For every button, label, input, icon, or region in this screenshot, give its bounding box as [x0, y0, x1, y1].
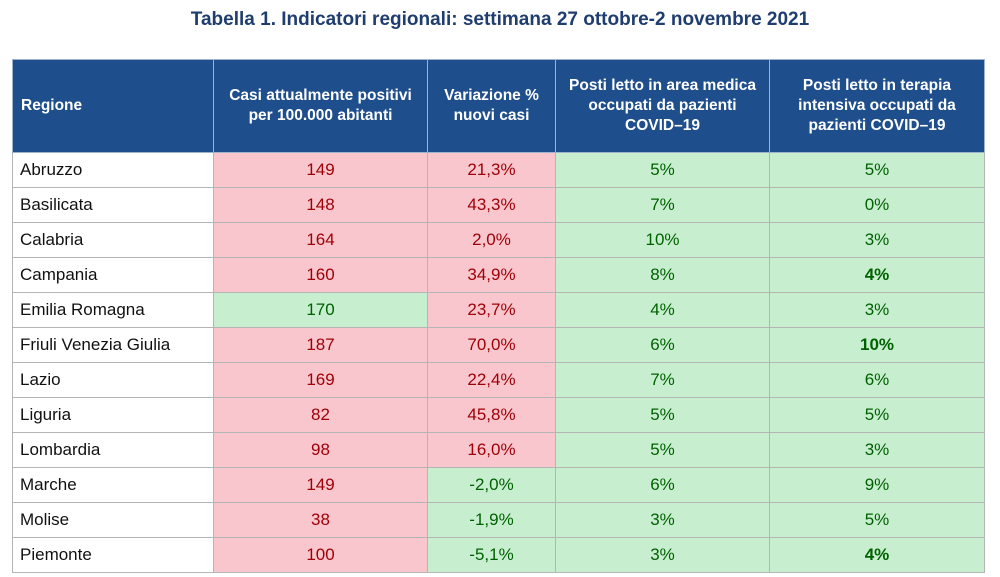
cell-area-medica: 4%: [555, 292, 770, 328]
cell-terapia-intensiva: 5%: [769, 502, 985, 538]
cell-variazione: 22,4%: [427, 362, 556, 398]
cell-terapia-intensiva: 3%: [769, 432, 985, 468]
header-terapia-intensiva: Posti letto in terapia intensiva occupat…: [769, 59, 985, 153]
cell-area-medica: 7%: [555, 362, 770, 398]
cell-area-medica: 5%: [555, 152, 770, 188]
cell-casi: 149: [213, 152, 428, 188]
cell-regione: Marche: [12, 467, 214, 503]
cell-variazione: -1,9%: [427, 502, 556, 538]
cell-casi: 149: [213, 467, 428, 503]
cell-regione: Liguria: [12, 397, 214, 433]
regional-indicators-table: Regione Casi attualmente positivi per 10…: [12, 59, 985, 573]
table-row: Molise 38 -1,9% 3% 5%: [12, 502, 985, 538]
table-row: Calabria 164 2,0% 10% 3%: [12, 222, 985, 258]
cell-regione: Emilia Romagna: [12, 292, 214, 328]
cell-variazione: 16,0%: [427, 432, 556, 468]
cell-regione: Abruzzo: [12, 152, 214, 188]
cell-terapia-intensiva: 0%: [769, 187, 985, 223]
table-row: Lazio 169 22,4% 7% 6%: [12, 362, 985, 398]
cell-regione: Molise: [12, 502, 214, 538]
cell-area-medica: 3%: [555, 502, 770, 538]
table-row: Campania 160 34,9% 8% 4%: [12, 257, 985, 293]
cell-casi: 160: [213, 257, 428, 293]
cell-terapia-intensiva: 6%: [769, 362, 985, 398]
cell-variazione: 23,7%: [427, 292, 556, 328]
header-regione: Regione: [12, 59, 214, 153]
cell-terapia-intensiva: 3%: [769, 222, 985, 258]
cell-variazione: 70,0%: [427, 327, 556, 363]
cell-terapia-intensiva: 5%: [769, 397, 985, 433]
table-title: Tabella 1. Indicatori regionali: settima…: [190, 9, 810, 30]
cell-area-medica: 3%: [555, 537, 770, 573]
cell-terapia-intensiva: 4%: [769, 257, 985, 293]
cell-terapia-intensiva: 10%: [769, 327, 985, 363]
table-row: Basilicata 148 43,3% 7% 0%: [12, 187, 985, 223]
cell-area-medica: 6%: [555, 467, 770, 503]
cell-variazione: 45,8%: [427, 397, 556, 433]
table-row: Lombardia 98 16,0% 5% 3%: [12, 432, 985, 468]
cell-casi: 169: [213, 362, 428, 398]
table-row: Liguria 82 45,8% 5% 5%: [12, 397, 985, 433]
table-row: Marche 149 -2,0% 6% 9%: [12, 467, 985, 503]
cell-area-medica: 8%: [555, 257, 770, 293]
table-row: Piemonte 100 -5,1% 3% 4%: [12, 537, 985, 573]
table-row: Abruzzo 149 21,3% 5% 5%: [12, 152, 985, 188]
cell-regione: Campania: [12, 257, 214, 293]
cell-area-medica: 5%: [555, 432, 770, 468]
header-row: Regione Casi attualmente positivi per 10…: [12, 59, 985, 153]
cell-regione: Lazio: [12, 362, 214, 398]
cell-regione: Lombardia: [12, 432, 214, 468]
cell-regione: Basilicata: [12, 187, 214, 223]
cell-casi: 170: [213, 292, 428, 328]
cell-casi: 148: [213, 187, 428, 223]
cell-regione: Piemonte: [12, 537, 214, 573]
cell-variazione: 43,3%: [427, 187, 556, 223]
cell-area-medica: 7%: [555, 187, 770, 223]
cell-variazione: 21,3%: [427, 152, 556, 188]
cell-variazione: 34,9%: [427, 257, 556, 293]
cell-variazione: 2,0%: [427, 222, 556, 258]
header-variazione: Variazione % nuovi casi: [427, 59, 556, 153]
table-body: Abruzzo 149 21,3% 5% 5% Basilicata 148 4…: [12, 152, 985, 573]
cell-casi: 38: [213, 502, 428, 538]
cell-terapia-intensiva: 3%: [769, 292, 985, 328]
cell-casi: 98: [213, 432, 428, 468]
cell-casi: 187: [213, 327, 428, 363]
header-casi-positivi: Casi attualmente positivi per 100.000 ab…: [213, 59, 428, 153]
cell-casi: 100: [213, 537, 428, 573]
cell-terapia-intensiva: 9%: [769, 467, 985, 503]
table-header: Regione Casi attualmente positivi per 10…: [12, 59, 985, 153]
cell-area-medica: 5%: [555, 397, 770, 433]
cell-area-medica: 10%: [555, 222, 770, 258]
table-row: Friuli Venezia Giulia 187 70,0% 6% 10%: [12, 327, 985, 363]
table-row: Emilia Romagna 170 23,7% 4% 3%: [12, 292, 985, 328]
cell-regione: Friuli Venezia Giulia: [12, 327, 214, 363]
cell-area-medica: 6%: [555, 327, 770, 363]
header-area-medica: Posti letto in area medica occupati da p…: [555, 59, 770, 153]
cell-casi: 164: [213, 222, 428, 258]
cell-regione: Calabria: [12, 222, 214, 258]
cell-terapia-intensiva: 5%: [769, 152, 985, 188]
cell-terapia-intensiva: 4%: [769, 537, 985, 573]
cell-variazione: -2,0%: [427, 467, 556, 503]
cell-variazione: -5,1%: [427, 537, 556, 573]
cell-casi: 82: [213, 397, 428, 433]
